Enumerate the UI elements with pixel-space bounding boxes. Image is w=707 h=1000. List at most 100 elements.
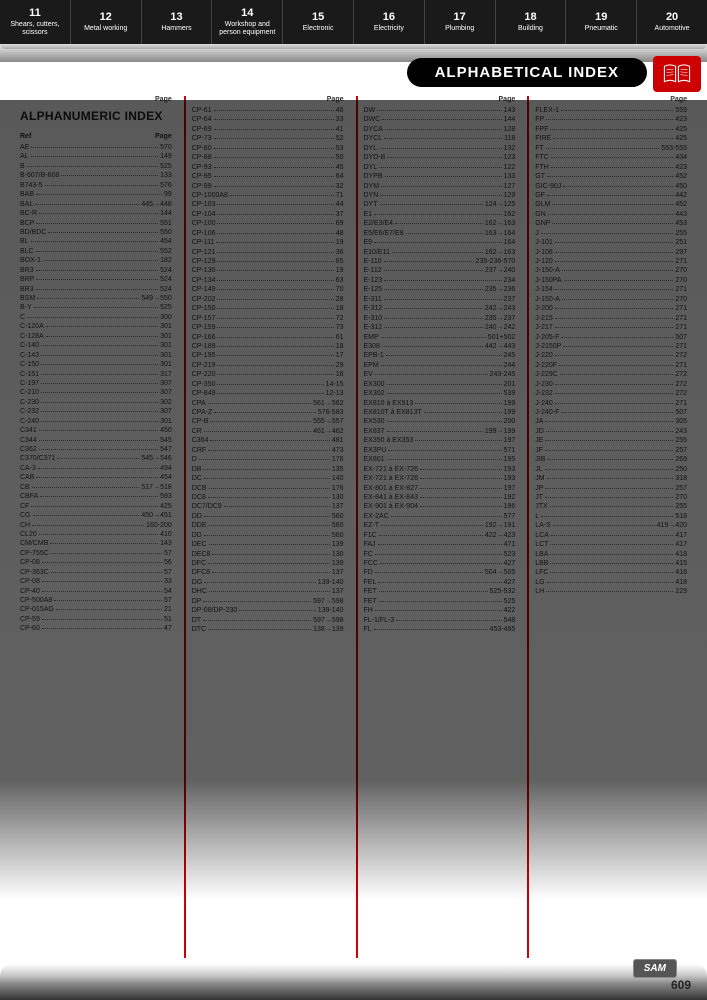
nav-tab[interactable]: 14Workshop and person equipment: [212, 0, 283, 44]
entry-leader: [384, 308, 483, 309]
entry-page: 525-532: [490, 587, 516, 596]
entry-page: 571: [504, 446, 516, 455]
entry-leader: [381, 365, 502, 366]
index-entry: GN443: [535, 210, 687, 219]
entry-leader: [420, 478, 502, 479]
entry-ref: EX837: [364, 427, 385, 436]
entry-leader: [379, 167, 501, 168]
tab-label: Hammers: [161, 25, 191, 33]
entry-leader: [43, 260, 158, 261]
entry-page: 14-15: [326, 380, 344, 389]
entry-ref: CP-61: [192, 106, 212, 115]
entry-page: 48: [336, 229, 344, 238]
entry-leader: [209, 488, 330, 489]
entry-leader: [31, 241, 159, 242]
index-entry: J-154271: [535, 285, 687, 294]
entry-leader: [387, 431, 483, 432]
entry-page: 122: [504, 163, 516, 172]
entry-ref: GT: [535, 172, 545, 181]
entry-ref: D: [192, 455, 197, 464]
entry-page: 176: [332, 484, 344, 493]
entry-ref: GNP: [535, 219, 550, 228]
entry-leader: [208, 563, 330, 564]
entry-leader: [550, 572, 673, 573]
index-entry: CBFA593: [20, 492, 172, 501]
entry-ref: CP-111: [192, 238, 215, 247]
entry-page: 162: [504, 210, 516, 219]
entry-ref: DB: [192, 465, 202, 474]
index-entry: DD560: [192, 531, 344, 540]
index-entry: CP-15973: [192, 323, 344, 332]
entry-ref: C-151: [20, 370, 39, 379]
entry-ref: FP: [535, 115, 544, 124]
entry-ref: FC: [364, 550, 373, 559]
entry-leader: [378, 582, 501, 583]
nav-tab[interactable]: 12Metal working: [71, 0, 142, 44]
entry-page: 454: [160, 237, 172, 246]
entry-page: 124→125: [485, 200, 515, 209]
index-entry: JA305: [535, 417, 687, 426]
tab-label: Metal working: [84, 25, 127, 33]
entry-page: 133: [504, 172, 516, 181]
entry-page: 297: [675, 248, 687, 257]
nav-tab[interactable]: 19Pneumatic: [566, 0, 637, 44]
entry-page: 417: [675, 540, 687, 549]
entry-leader: [204, 431, 311, 432]
entry-ref: CP-159: [192, 323, 216, 332]
entry-page: 539: [504, 389, 516, 398]
entry-ref: DFC: [192, 559, 206, 568]
index-entry: CP-19517: [192, 351, 344, 360]
nav-tab[interactable]: 15Electronic: [283, 0, 354, 44]
index-entry: J-150-A270: [535, 266, 687, 275]
index-entry: E308442→443: [364, 342, 516, 351]
entry-leader: [384, 289, 483, 290]
entry-leader: [379, 591, 488, 592]
index-entry: EPM244: [364, 361, 516, 370]
entry-leader: [217, 270, 333, 271]
nav-tab[interactable]: 16Electricity: [354, 0, 425, 44]
index-entry: CP-6941: [192, 125, 344, 134]
tab-label: Workshop and person equipment: [214, 21, 280, 36]
entry-leader: [51, 553, 162, 554]
nav-tab[interactable]: 17Plumbing: [425, 0, 496, 44]
entry-leader: [239, 610, 316, 611]
entry-leader: [552, 223, 673, 224]
entry-leader: [32, 487, 140, 488]
entry-leader: [36, 251, 158, 252]
index-entry: DB135: [192, 465, 344, 474]
entry-page: 418: [675, 568, 687, 577]
index-entry: JD243: [535, 427, 687, 436]
entry-ref: AE: [20, 143, 29, 152]
index-entry: EV243-245: [364, 370, 516, 379]
nav-tab[interactable]: 13Hammers: [142, 0, 213, 44]
entry-ref: LFC: [535, 568, 548, 577]
entry-ref: DYL: [364, 144, 378, 153]
index-entry: E9164: [364, 238, 516, 247]
nav-tab[interactable]: 11Shears, cutters, scissors: [0, 0, 71, 44]
entry-page: 47: [164, 624, 172, 633]
entry-leader: [210, 421, 311, 422]
index-entry: CP-6146: [192, 106, 344, 115]
entry-page: 234: [504, 276, 516, 285]
entry-page: 53: [336, 144, 344, 153]
entry-leader: [545, 421, 673, 422]
entry-page: 137: [332, 587, 344, 596]
nav-tab[interactable]: 20Automotive: [637, 0, 707, 44]
index-entry: EX350 à EX353197: [364, 436, 516, 445]
index-entry: C-128A301: [20, 332, 172, 341]
nav-tab[interactable]: 18Building: [496, 0, 567, 44]
col-header-page: Page: [155, 96, 172, 103]
entry-page: 525: [504, 597, 516, 606]
entry-leader: [546, 148, 659, 149]
entry-page: 445→448: [141, 200, 171, 209]
entry-ref: E10/E11: [364, 248, 390, 257]
entry-leader: [217, 346, 333, 347]
entry-ref: EZ-T: [364, 521, 380, 530]
index-entry: CP-0833: [20, 577, 172, 586]
entry-leader: [41, 402, 158, 403]
index-entry: CP-15018: [192, 304, 344, 313]
entry-ref: DFC8: [192, 568, 210, 577]
entry-page: 423: [675, 115, 687, 124]
index-entry: CP-10344: [192, 200, 344, 209]
index-entry: CP-13019: [192, 266, 344, 275]
